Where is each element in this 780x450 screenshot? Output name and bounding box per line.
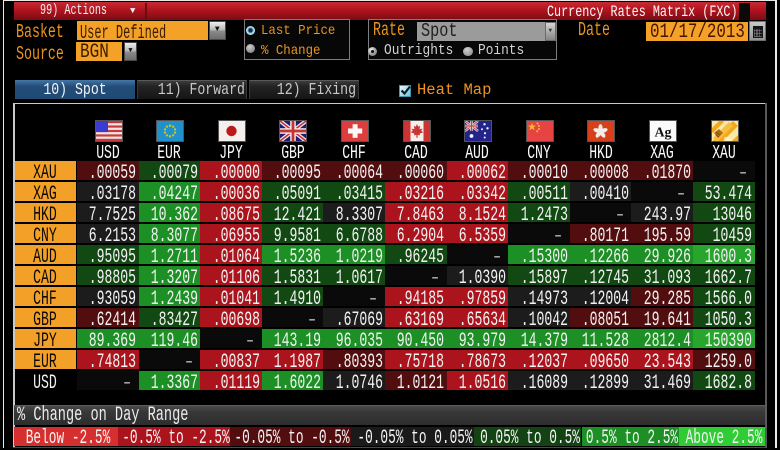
svg-text:Ag: Ag <box>654 126 671 141</box>
